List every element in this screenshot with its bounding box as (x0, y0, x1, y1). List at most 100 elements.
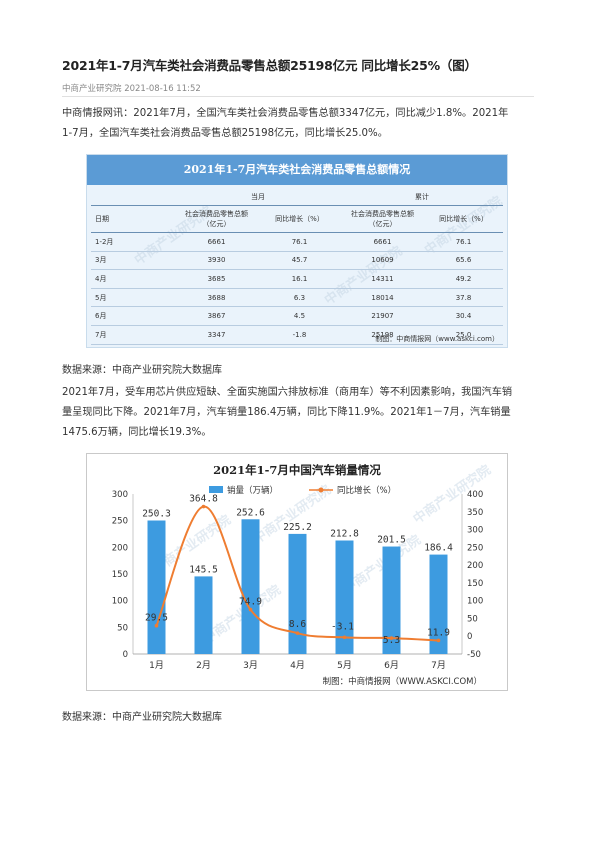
legend-bar-label: 销量（万辆） (227, 485, 278, 496)
left-tick-label: 50 (117, 623, 128, 633)
group-cumulative: 累计 (341, 189, 503, 206)
category-label: 5月 (337, 660, 352, 671)
retail-table-figure: 2021年1-7月汽车类社会消费品零售总额情况 中商产业研究院 中商产业研究院 … (86, 154, 508, 348)
paragraph-line: 1-7月，全国汽车类社会消费品零售总额25198亿元，同比增长25.0%。 (62, 128, 388, 139)
growth-point (436, 638, 441, 643)
data-source-note: 数据来源：中商产业研究院大数据库 (62, 365, 222, 376)
article-source-date: 中商产业研究院 2021-08-16 11:52 (62, 84, 201, 94)
paragraph-line: 1475.6万辆，同比增长19.3%。 (62, 427, 212, 438)
cell-cum-value: 6661 (341, 232, 424, 252)
cell-month-growth: 6.3 (258, 288, 341, 308)
paragraph-sales: 2021年7月，受车用芯片供应短缺、全面实施国六排放标准（商用车）等不利因素影响… (62, 383, 536, 443)
right-tick-label: 50 (467, 614, 478, 624)
left-tick-label: 150 (112, 570, 128, 580)
chart-credit: 制图：中商情报网（WWW.ASKCI.COM） (323, 676, 482, 687)
cell-date: 5月 (91, 288, 175, 308)
right-tick-label: 250 (467, 543, 483, 553)
growth-value-label: 364.8 (189, 494, 218, 505)
header-growth-month: 同比增长（%） (258, 205, 341, 233)
growth-point (342, 635, 347, 640)
cell-date: 4月 (91, 269, 175, 289)
retail-table: 当月 累计 日期 社会消费品零售总额 （亿元） 同比增长（%） 社会消费品零售总… (91, 189, 503, 345)
bar-value-label: 201.5 (377, 535, 406, 546)
cell-cum-growth: 76.1 (424, 232, 503, 252)
table-row: 5月 3688 6.3 18014 37.8 (91, 288, 503, 308)
growth-point (248, 607, 253, 612)
cell-cum-growth: 49.2 (424, 269, 503, 289)
right-tick-label: -50 (467, 650, 481, 660)
header-growth-cum: 同比增长（%） (424, 205, 503, 233)
bar-value-label: 252.6 (236, 507, 265, 518)
growth-value-label: 29.5 (145, 613, 168, 624)
cell-cum-growth: 30.4 (424, 306, 503, 326)
bar (335, 540, 354, 654)
table-row: 6月 3867 4.5 21907 30.4 (91, 306, 503, 326)
growth-point (389, 636, 394, 640)
cell-date: 6月 (91, 306, 175, 326)
paragraph-intro: 中商情报网讯：2021年7月，全国汽车类社会消费品零售总额3347亿元，同比减少… (62, 104, 536, 144)
cell-date: 1-2月 (91, 232, 175, 252)
cell-cum-value: 10609 (341, 251, 424, 271)
chart-title: 2021年1-7月中国汽车销量情况 (213, 463, 381, 477)
divider (62, 96, 534, 97)
table-row: 4月 3685 16.1 14311 49.2 (91, 269, 503, 289)
data-source-note: 数据来源：中商产业研究院大数据库 (62, 712, 222, 723)
bar (288, 533, 307, 654)
growth-value-label: 5.3 (383, 635, 400, 646)
cell-month-value: 3688 (175, 288, 258, 308)
right-tick-label: 400 (467, 490, 483, 500)
paragraph-line: 量呈现同比下降。2021年7月，汽车销量186.4万辆，同比下降11.9%。20… (62, 407, 511, 418)
cell-cum-growth: 37.8 (424, 288, 503, 308)
legend-bar-swatch (209, 486, 223, 493)
table-group-header: 当月 累计 (91, 189, 503, 206)
cell-cum-value: 18014 (341, 288, 424, 308)
growth-point (154, 623, 159, 628)
growth-value-label: 11.9 (427, 627, 450, 638)
header-date: 日期 (91, 205, 175, 233)
cell-month-value: 3347 (175, 325, 258, 345)
legend-line-marker (318, 487, 324, 493)
growth-value-label: 8.6 (289, 619, 306, 630)
category-label: 6月 (384, 660, 399, 671)
left-tick-label: 200 (112, 543, 128, 553)
growth-value-label: 74.9 (239, 597, 262, 608)
header-retail-month: 社会消费品零售总额 （亿元） (175, 205, 258, 233)
paragraph-line: 2021年7月，受车用芯片供应短缺、全面实施国六排放标准（商用车）等不利因素影响… (62, 387, 513, 398)
right-tick-label: 200 (467, 561, 483, 571)
sales-chart-figure: 中商产业研究院中商产业研究院中商产业研究院中商产业研究院中商产业研究院2021年… (86, 453, 508, 691)
right-tick-label: 150 (467, 579, 483, 589)
table-credit: 制图：中商情报网（www.askci.com） (375, 335, 499, 343)
left-tick-label: 250 (112, 517, 128, 527)
bar (429, 554, 448, 654)
cell-cum-value: 21907 (341, 306, 424, 326)
bar-value-label: 250.3 (142, 509, 171, 520)
header-retail-line2: （亿元） (202, 220, 231, 228)
header-retail-line1: 社会消费品零售总额 (185, 210, 248, 218)
sales-chart: 中商产业研究院中商产业研究院中商产业研究院中商产业研究院中商产业研究院2021年… (112, 462, 494, 687)
header-retail-line2: （亿元） (368, 220, 397, 228)
cell-cum-value: 14311 (341, 269, 424, 289)
right-tick-label: 100 (467, 597, 483, 607)
bar (382, 546, 401, 654)
cell-cum-growth: 65.6 (424, 251, 503, 271)
cell-month-growth: 45.7 (258, 251, 341, 271)
growth-point (295, 631, 300, 635)
bar (194, 576, 213, 654)
legend-line-label: 同比增长（%） (337, 485, 396, 496)
header-retail-line1: 社会消费品零售总额 (351, 210, 414, 218)
left-tick-label: 100 (112, 597, 128, 607)
cell-month-growth: 76.1 (258, 232, 341, 252)
cell-month-growth: -1.8 (258, 325, 341, 345)
right-tick-label: 0 (467, 632, 472, 642)
bar-value-label: 186.4 (424, 543, 453, 554)
category-label: 2月 (196, 660, 211, 671)
category-label: 7月 (431, 660, 446, 671)
cell-cum-growth: 25.0 (424, 325, 503, 345)
cell-month-growth: 4.5 (258, 306, 341, 326)
right-tick-label: 300 (467, 526, 483, 536)
growth-line (155, 505, 439, 642)
table-row: 3月 3930 45.7 10609 65.6 (91, 251, 503, 271)
paragraph-line: 中商情报网讯：2021年7月，全国汽车类社会消费品零售总额3347亿元，同比减少… (62, 108, 509, 119)
cell-date: 3月 (91, 251, 175, 271)
header-retail-cum: 社会消费品零售总额 （亿元） (341, 205, 424, 233)
